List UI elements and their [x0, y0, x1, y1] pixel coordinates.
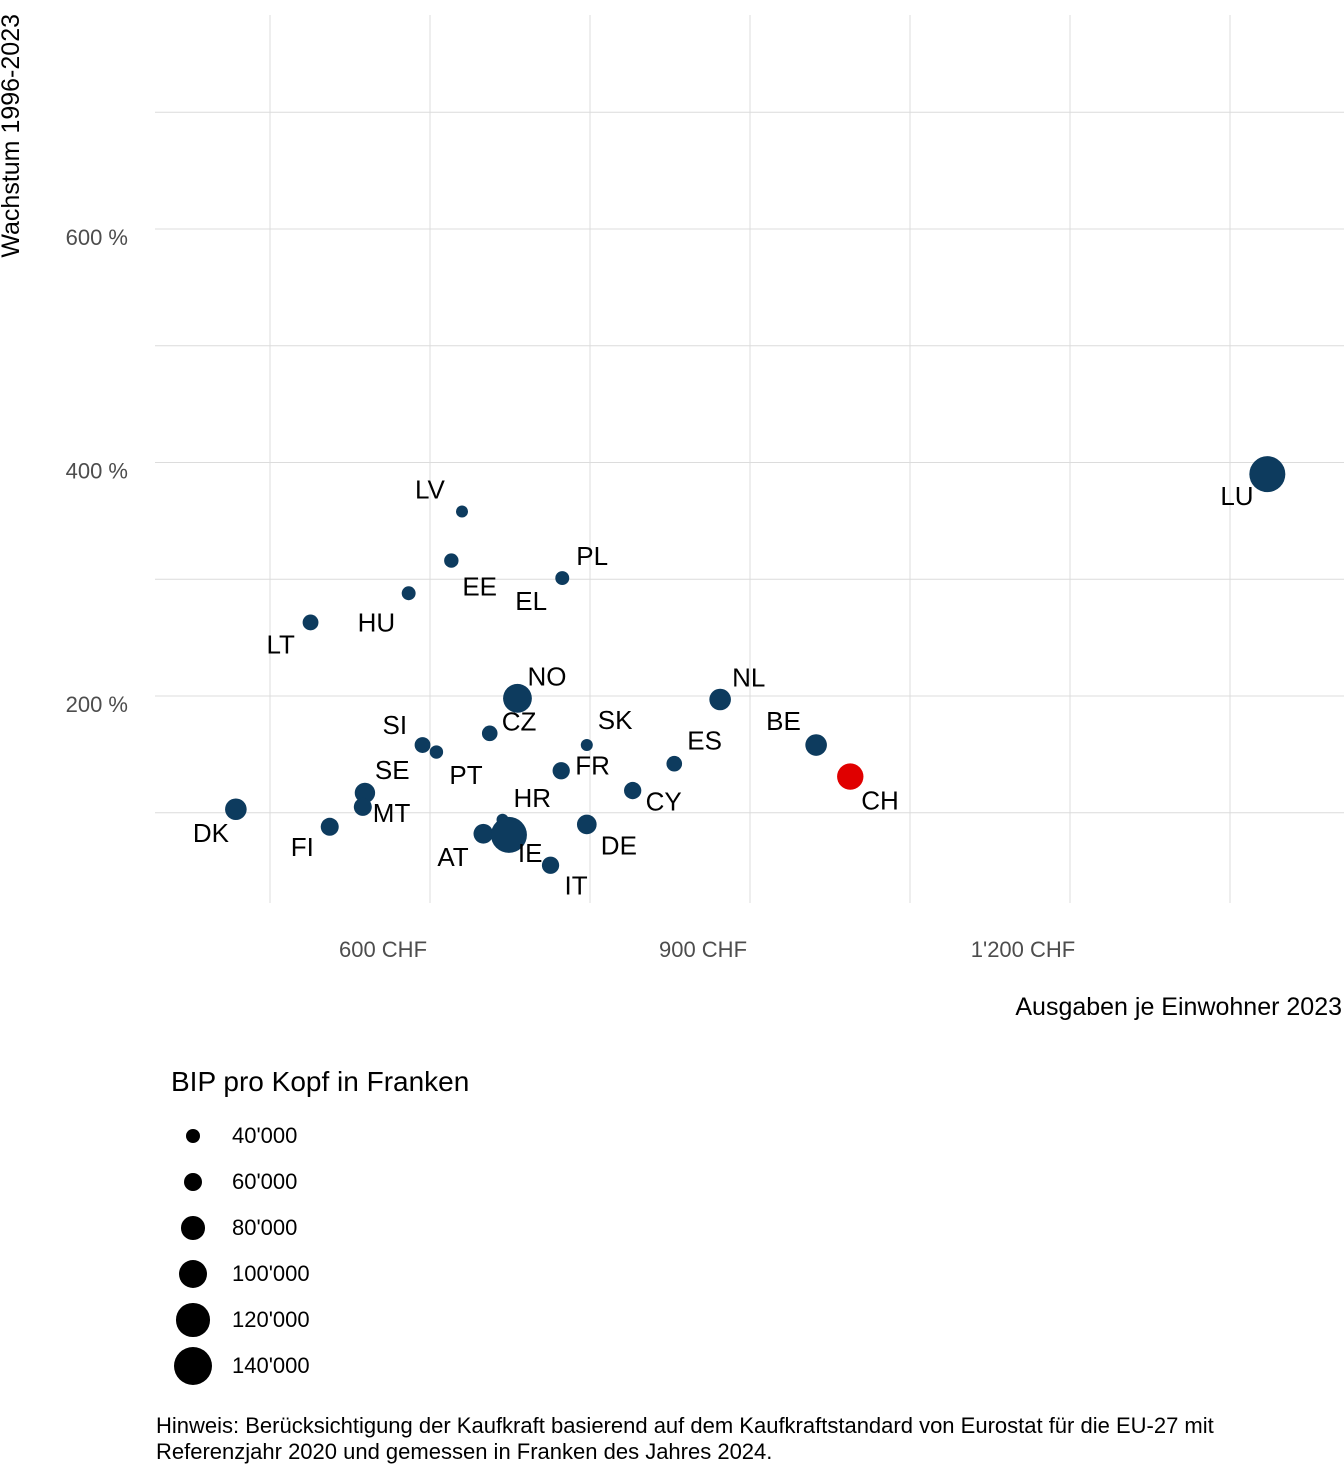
point-label-es: ES [687, 726, 722, 756]
size-legend-label: 80'000 [232, 1215, 298, 1240]
point-label-at: AT [437, 842, 468, 872]
data-point-se [354, 782, 376, 804]
size-legend-item: 120'000 [170, 1300, 390, 1340]
size-legend-label: 60'000 [232, 1169, 298, 1194]
data-point-mt [353, 797, 372, 816]
point-label-ch: CH [861, 786, 899, 816]
data-point-fr [552, 762, 570, 780]
point-label-mt: MT [373, 798, 411, 828]
size-legend-label: 120'000 [232, 1307, 310, 1332]
data-point-ch [837, 763, 864, 790]
size-legend-item: 100'000 [170, 1254, 390, 1294]
data-points [225, 456, 1286, 874]
data-point-lu [1249, 456, 1286, 493]
size-legend-title: BIP pro Kopf in Franken [171, 1066, 470, 1097]
size-legend-dot [186, 1129, 200, 1143]
size-legend-dot [176, 1303, 210, 1337]
data-point-ee [444, 553, 459, 568]
x-tick-label: 900 CHF [659, 937, 747, 962]
data-point-de [576, 814, 597, 835]
y-tick-label: 200 % [66, 692, 128, 717]
data-point-at [473, 823, 494, 844]
point-label-cy: CY [646, 787, 682, 817]
data-point-pt [429, 745, 444, 759]
point-label-fi: FI [291, 832, 314, 862]
axis-ticks: 600 CHF 900 CHF 1'200 CHF 200 % 400 % 600 % [66, 225, 1076, 962]
size-legend-dot [174, 1347, 212, 1385]
point-label-pt: PT [449, 760, 482, 790]
data-point-sk [580, 739, 593, 752]
point-label-nl: NL [732, 663, 765, 693]
size-legend-item: 80'000 [170, 1208, 390, 1248]
size-legend-dot [181, 1216, 205, 1240]
point-label-hu: HU [358, 607, 396, 637]
size-legend-label: 40'000 [232, 1123, 298, 1148]
data-point-no [503, 683, 532, 713]
point-label-dk: DK [193, 818, 230, 848]
data-point-hu [401, 586, 416, 601]
data-point-cy [624, 781, 642, 800]
size-legend-item: 40'000 [170, 1116, 390, 1156]
point-label-el: EL [515, 586, 547, 616]
point-label-hr: HR [514, 783, 552, 813]
point-label-ee: EE [462, 572, 497, 602]
x-tick-label: 600 CHF [339, 937, 427, 962]
size-legend-dot [183, 1172, 203, 1192]
data-point-lv [456, 505, 468, 518]
data-point-fi [320, 817, 339, 836]
size-legend-item: 60'000 [170, 1162, 390, 1202]
point-label-it: IT [565, 870, 588, 900]
point-label-pl: PL [576, 541, 608, 571]
data-point-ie [490, 816, 527, 853]
data-point-be [805, 734, 827, 756]
data-point-lt [302, 614, 319, 631]
data-point-es [666, 755, 683, 772]
scatter-plot: 600 CHF 900 CHF 1'200 CHF 200 % 400 % 600 % L… [0, 14, 1344, 1021]
footnote: Hinweis: Berücksichtigung der Kaufkraft … [156, 1413, 1214, 1464]
point-label-no: NO [527, 661, 566, 691]
data-point-pl [555, 571, 570, 586]
data-point-nl [709, 688, 731, 711]
point-label-sk: SK [598, 705, 633, 735]
point-labels: LU LV EE PL EL HU LT NO NL CZ SI PT SK BE ES CH FR CY SE DK… [193, 475, 1254, 901]
point-label-lu: LU [1220, 481, 1253, 511]
point-label-cz: CZ [502, 706, 537, 736]
y-tick-label: 400 % [66, 459, 128, 484]
size-legend-dot [178, 1259, 208, 1289]
x-tick-label: 1'200 CHF [971, 937, 1075, 962]
y-axis-title: Wachstum 1996-2023 [0, 14, 25, 258]
x-axis-title: Ausgaben je Einwohner 2023 [1015, 993, 1342, 1021]
size-legend-item: 140'000 [170, 1346, 390, 1386]
point-label-si: SI [383, 710, 408, 740]
point-label-lv: LV [415, 475, 446, 505]
point-label-fr: FR [575, 751, 610, 781]
size-legend-label: 140'000 [232, 1353, 310, 1378]
y-tick-label: 600 % [66, 225, 128, 250]
data-point-dk [225, 798, 247, 821]
data-point-cz [481, 725, 498, 742]
data-point-si [414, 737, 431, 753]
point-label-se: SE [375, 755, 410, 785]
point-label-be: BE [766, 706, 801, 736]
point-label-ie: IE [518, 838, 543, 868]
point-label-de: DE [601, 830, 637, 860]
point-label-lt: LT [267, 629, 296, 659]
data-point-it [541, 856, 560, 874]
grid-lines [155, 15, 1344, 903]
size-legend-label: 100'000 [232, 1261, 310, 1286]
